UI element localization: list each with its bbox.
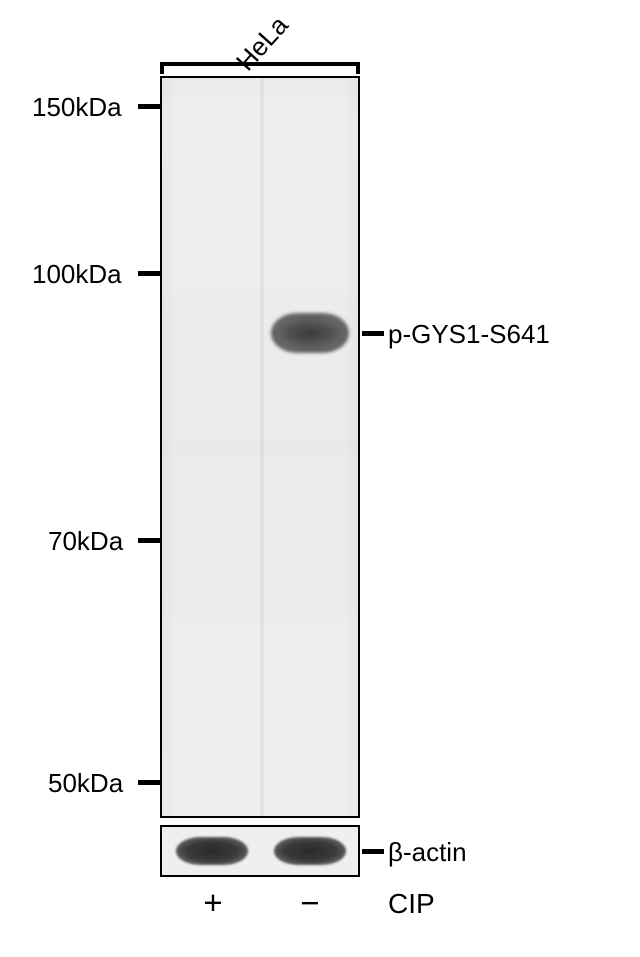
mw-label-150: 150kDa (32, 92, 122, 123)
mw-tick-100 (138, 271, 160, 276)
mw-tick-50 (138, 780, 160, 785)
mw-label-100: 100kDa (32, 259, 122, 290)
sample-bracket (160, 62, 360, 74)
band-tick-actin (362, 849, 384, 854)
lane-divider (260, 78, 264, 816)
cip-value-lane1: + (200, 884, 226, 922)
cip-value-lane2: − (297, 884, 323, 922)
blot-figure: HeLa 150kDa 100kDa 70kDa 50kDa p-GYS1-S6… (0, 0, 640, 957)
band-actin-lane1 (176, 837, 248, 865)
band-tick-pgys1 (362, 331, 384, 336)
mw-label-50: 50kDa (48, 768, 123, 799)
band-actin-lane2 (274, 837, 346, 865)
main-blot-membrane (160, 76, 360, 818)
band-pgys1-lane2-core (276, 318, 344, 348)
mw-tick-70 (138, 538, 160, 543)
mw-tick-150 (138, 104, 160, 109)
cip-label: CIP (388, 888, 435, 920)
band-label-pgys1: p-GYS1-S641 (388, 319, 550, 350)
mw-label-70: 70kDa (48, 526, 123, 557)
band-label-actin: β-actin (388, 837, 467, 868)
